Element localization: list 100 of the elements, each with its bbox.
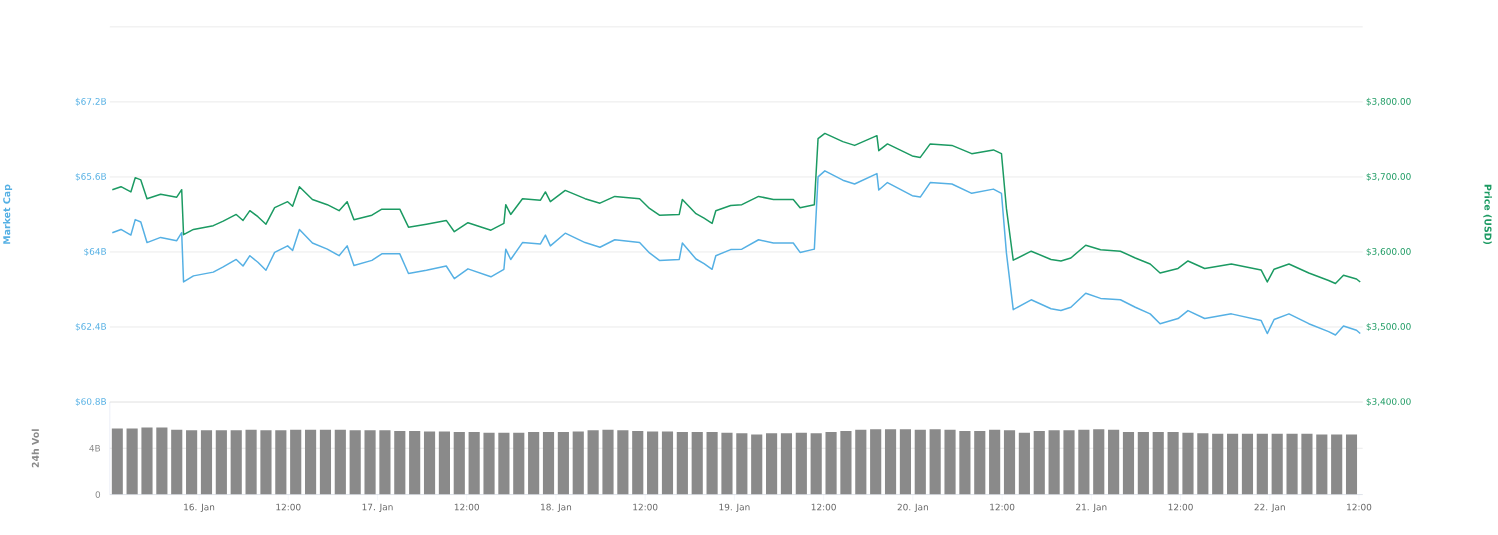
y-tick-label: $60.8B bbox=[75, 397, 106, 406]
bar bbox=[423, 431, 436, 495]
bar bbox=[438, 431, 450, 495]
bar bbox=[1137, 431, 1149, 495]
y-axis-title: 24h Vol bbox=[31, 429, 39, 468]
y-tick-label: $64B bbox=[84, 247, 106, 256]
bar bbox=[1167, 431, 1179, 495]
bar bbox=[483, 432, 495, 495]
bar bbox=[944, 429, 956, 495]
bar bbox=[1212, 433, 1224, 495]
bar bbox=[572, 431, 584, 495]
bar bbox=[379, 430, 391, 495]
bar bbox=[319, 429, 332, 495]
bar bbox=[498, 432, 510, 495]
bar bbox=[364, 430, 376, 495]
bar bbox=[1241, 433, 1254, 495]
bar bbox=[186, 430, 198, 495]
bar bbox=[1286, 433, 1298, 495]
y-tick-label: $67.2B bbox=[75, 97, 106, 106]
bar bbox=[1152, 431, 1164, 495]
y-tick-label: 4B bbox=[89, 444, 101, 452]
bar bbox=[141, 427, 153, 495]
bar bbox=[156, 427, 168, 495]
x-tick-label: 20. Jan bbox=[897, 503, 928, 512]
bar bbox=[780, 433, 793, 495]
x-tick-label: 16. Jan bbox=[184, 503, 215, 512]
bar bbox=[1227, 433, 1239, 495]
bar bbox=[884, 429, 897, 495]
bar bbox=[825, 431, 837, 495]
x-tick-label: 12:00 bbox=[1347, 503, 1372, 511]
bar bbox=[334, 429, 346, 495]
y2-tick-label: $3,500.00 bbox=[1366, 322, 1411, 331]
bar bbox=[1301, 433, 1313, 495]
bar bbox=[513, 432, 525, 495]
y2-tick-label: $3,600.00 bbox=[1366, 247, 1411, 256]
bar bbox=[394, 430, 406, 495]
bar bbox=[557, 431, 569, 495]
bar bbox=[1048, 430, 1060, 495]
bar bbox=[647, 431, 659, 495]
x-tick-label: 12:00 bbox=[633, 503, 658, 511]
x-tick-label: 12:00 bbox=[1168, 503, 1193, 511]
bar bbox=[1197, 433, 1209, 495]
bar bbox=[840, 430, 852, 495]
x-tick-label: 12:00 bbox=[276, 503, 301, 511]
bar bbox=[1182, 432, 1194, 495]
bar bbox=[245, 429, 257, 495]
x-tick-label: 12:00 bbox=[811, 503, 836, 511]
bar bbox=[632, 430, 644, 495]
y2-axis-title: Price (USD) bbox=[1483, 184, 1492, 244]
bar bbox=[810, 433, 822, 495]
y-axis-title: Market Cap bbox=[3, 184, 13, 244]
bar bbox=[1331, 434, 1343, 495]
bar bbox=[914, 429, 926, 495]
bar bbox=[1256, 433, 1268, 495]
x-tick-label: 12:00 bbox=[990, 503, 1015, 511]
y2-tick-label: $3,700.00 bbox=[1366, 172, 1411, 181]
bar bbox=[587, 430, 599, 495]
bar bbox=[468, 431, 480, 495]
bar bbox=[691, 431, 703, 495]
bar bbox=[736, 433, 748, 495]
x-tick-label: 22. Jan bbox=[1254, 503, 1285, 512]
bar bbox=[602, 429, 614, 495]
bar bbox=[1271, 433, 1283, 495]
bar bbox=[1093, 429, 1105, 495]
bar bbox=[676, 431, 688, 495]
x-tick-label: 19. Jan bbox=[719, 503, 750, 512]
bar bbox=[766, 433, 778, 495]
x-tick-label: 18. Jan bbox=[541, 503, 572, 512]
bar bbox=[989, 429, 1001, 495]
bar bbox=[409, 430, 421, 495]
bar bbox=[1345, 434, 1358, 495]
bar bbox=[721, 432, 733, 495]
bar bbox=[1316, 434, 1328, 495]
bar bbox=[290, 429, 302, 495]
y2-tick-label: $3,800.00 bbox=[1366, 97, 1411, 106]
bar bbox=[1033, 430, 1045, 495]
y-tick-label: $62.4B bbox=[75, 322, 106, 331]
bar bbox=[453, 431, 465, 495]
bar bbox=[200, 430, 213, 495]
bar bbox=[305, 429, 317, 495]
x-tick-label: 12:00 bbox=[454, 503, 479, 511]
x-tick-label: 17. Jan bbox=[362, 503, 393, 512]
bar bbox=[542, 431, 555, 495]
bar bbox=[959, 430, 971, 495]
bar bbox=[1003, 430, 1016, 495]
bar bbox=[349, 430, 361, 495]
bar bbox=[751, 434, 763, 495]
bar bbox=[171, 429, 183, 495]
bar bbox=[260, 430, 272, 495]
bar bbox=[661, 431, 674, 495]
bar bbox=[230, 430, 242, 495]
bar bbox=[1122, 431, 1135, 495]
bar bbox=[528, 431, 540, 495]
bar bbox=[929, 429, 941, 495]
bar bbox=[1108, 429, 1120, 495]
y-tick-label: $65.6B bbox=[75, 172, 106, 181]
bar bbox=[974, 430, 986, 495]
bar bbox=[215, 430, 227, 495]
bar bbox=[275, 430, 287, 495]
bar bbox=[795, 432, 807, 495]
